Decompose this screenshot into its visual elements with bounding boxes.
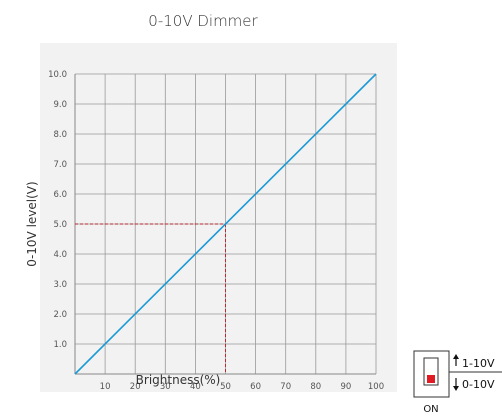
x-tick-label: 80 xyxy=(310,382,321,392)
annotation-guides xyxy=(75,223,226,374)
switch-label-top: 1-10V xyxy=(462,357,495,370)
x-tick-label: 90 xyxy=(340,382,351,392)
x-tick-label: 20 xyxy=(130,382,141,392)
x-tick-label: 10 xyxy=(100,382,111,392)
y-tick-label: 10.0 xyxy=(48,70,67,80)
plot-background xyxy=(40,43,397,392)
switch-on-label: ON xyxy=(423,404,438,415)
x-tick-label: 40 xyxy=(190,382,201,392)
x-tick-label: 60 xyxy=(250,382,261,392)
chart-title: 0-10V Dimmer xyxy=(148,12,258,30)
x-axis-ticks: 10 20 30 40 50 60 70 80 90 100 xyxy=(100,382,384,392)
x-axis-label: Brightness(%) xyxy=(136,373,221,387)
y-tick-label: 6.0 xyxy=(53,190,67,200)
switch-knob xyxy=(427,375,435,383)
y-tick-label: 1.0 xyxy=(53,340,67,350)
y-axis-label: 0-10V level(V) xyxy=(25,181,39,266)
y-tick-label: 4.0 xyxy=(53,250,67,260)
y-tick-label: 2.0 xyxy=(53,310,67,320)
y-tick-label: 5.0 xyxy=(53,220,67,230)
x-tick-label: 50 xyxy=(220,382,231,392)
y-axis-ticks: 1.0 2.0 3.0 4.0 5.0 6.0 7.0 8.0 9.0 10.0 xyxy=(48,70,67,350)
series-line xyxy=(74,73,377,375)
y-tick-label: 9.0 xyxy=(53,100,67,110)
y-tick-label: 8.0 xyxy=(53,130,67,140)
x-tick-label: 70 xyxy=(280,382,291,392)
dip-switch: ON 1-10V 0-10V xyxy=(413,350,502,415)
arrow-up-head-icon xyxy=(453,354,459,359)
y-tick-label: 7.0 xyxy=(53,160,67,170)
series-group xyxy=(74,73,377,375)
arrow-down-head-icon xyxy=(453,386,459,391)
y-tick-label: 3.0 xyxy=(53,280,67,290)
switch-label-bottom: 0-10V xyxy=(462,378,495,391)
x-tick-label: 100 xyxy=(368,382,384,392)
x-tick-label: 30 xyxy=(160,382,171,392)
